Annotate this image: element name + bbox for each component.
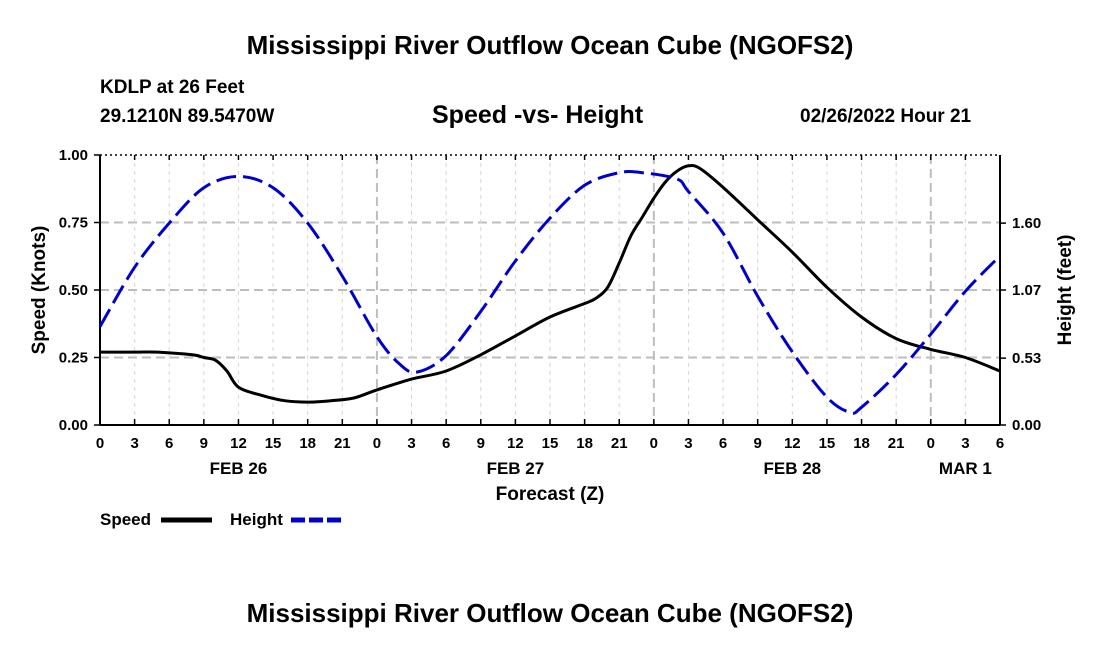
x-date-label: FEB 28 — [763, 459, 821, 478]
x-tick-label: 9 — [200, 435, 208, 452]
y2-tick-label: 1.07 — [1012, 282, 1041, 299]
x-tick-label: 15 — [542, 435, 559, 452]
series-line-height — [98, 169, 1002, 415]
y2-tick-label: 0.00 — [1012, 417, 1041, 434]
x-tick-label: 6 — [165, 435, 173, 452]
y-tick-label: 0.25 — [59, 350, 88, 367]
x-tick-label: 9 — [754, 435, 762, 452]
x-tick-label: 18 — [853, 435, 870, 452]
series-line-speed — [100, 164, 1001, 404]
x-tick-label: 18 — [299, 435, 316, 452]
x-tick-label: 0 — [927, 435, 935, 452]
x-tick-label: 3 — [407, 435, 415, 452]
x-tick-label: 18 — [576, 435, 593, 452]
x-tick-label: 15 — [819, 435, 836, 452]
x-tick-label: 6 — [442, 435, 450, 452]
x-tick-label: 12 — [230, 435, 247, 452]
x-tick-label: 3 — [684, 435, 692, 452]
legend: Speed Height — [100, 510, 342, 529]
footer-title: Mississippi River Outflow Ocean Cube (NG… — [246, 598, 854, 628]
y2-tick-label: 1.60 — [1012, 215, 1041, 232]
chart-title: Mississippi River Outflow Ocean Cube (NG… — [246, 30, 854, 60]
x-tick-label: 6 — [996, 435, 1004, 452]
x-tick-label: 0 — [373, 435, 381, 452]
x-axis-title: Forecast (Z) — [496, 484, 605, 505]
x-tick-label: 3 — [961, 435, 969, 452]
series-layer — [98, 164, 1002, 415]
x-tick-label: 3 — [130, 435, 138, 452]
x-tick-label: 21 — [334, 435, 351, 452]
x-date-label: FEB 27 — [487, 459, 545, 478]
y2-axis-title: Height (feet) — [1055, 235, 1076, 346]
x-tick-label: 21 — [611, 435, 628, 452]
y-axis-title: Speed (Knots) — [29, 226, 50, 355]
x-tick-label: 0 — [650, 435, 658, 452]
x-date-label: FEB 26 — [210, 459, 268, 478]
x-tick-label: 12 — [784, 435, 801, 452]
legend-label-height: Height — [230, 510, 283, 529]
x-tick-label: 21 — [888, 435, 905, 452]
x-tick-label: 0 — [96, 435, 104, 452]
x-tick-label: 12 — [507, 435, 524, 452]
y-tick-label: 1.00 — [59, 147, 88, 164]
x-tick-label: 6 — [719, 435, 727, 452]
y-tick-label: 0.75 — [59, 215, 88, 232]
station-label: KDLP at 26 Feet — [100, 77, 245, 98]
axis-layer: Forecast (Z) Speed (Knots) Height (feet)… — [29, 147, 1076, 505]
forecast-datetime: 02/26/2022 Hour 21 — [800, 106, 972, 127]
y-tick-label: 0.00 — [59, 417, 88, 434]
chart-subtitle: Speed -vs- Height — [432, 101, 644, 129]
legend-label-speed: Speed — [100, 510, 151, 529]
x-date-label: MAR 1 — [939, 459, 992, 478]
station-coordinates: 29.1210N 89.5470W — [100, 106, 275, 127]
y-tick-label: 0.50 — [59, 282, 88, 299]
y2-tick-label: 0.53 — [1012, 350, 1041, 367]
x-tick-label: 15 — [265, 435, 282, 452]
x-tick-label: 9 — [477, 435, 485, 452]
